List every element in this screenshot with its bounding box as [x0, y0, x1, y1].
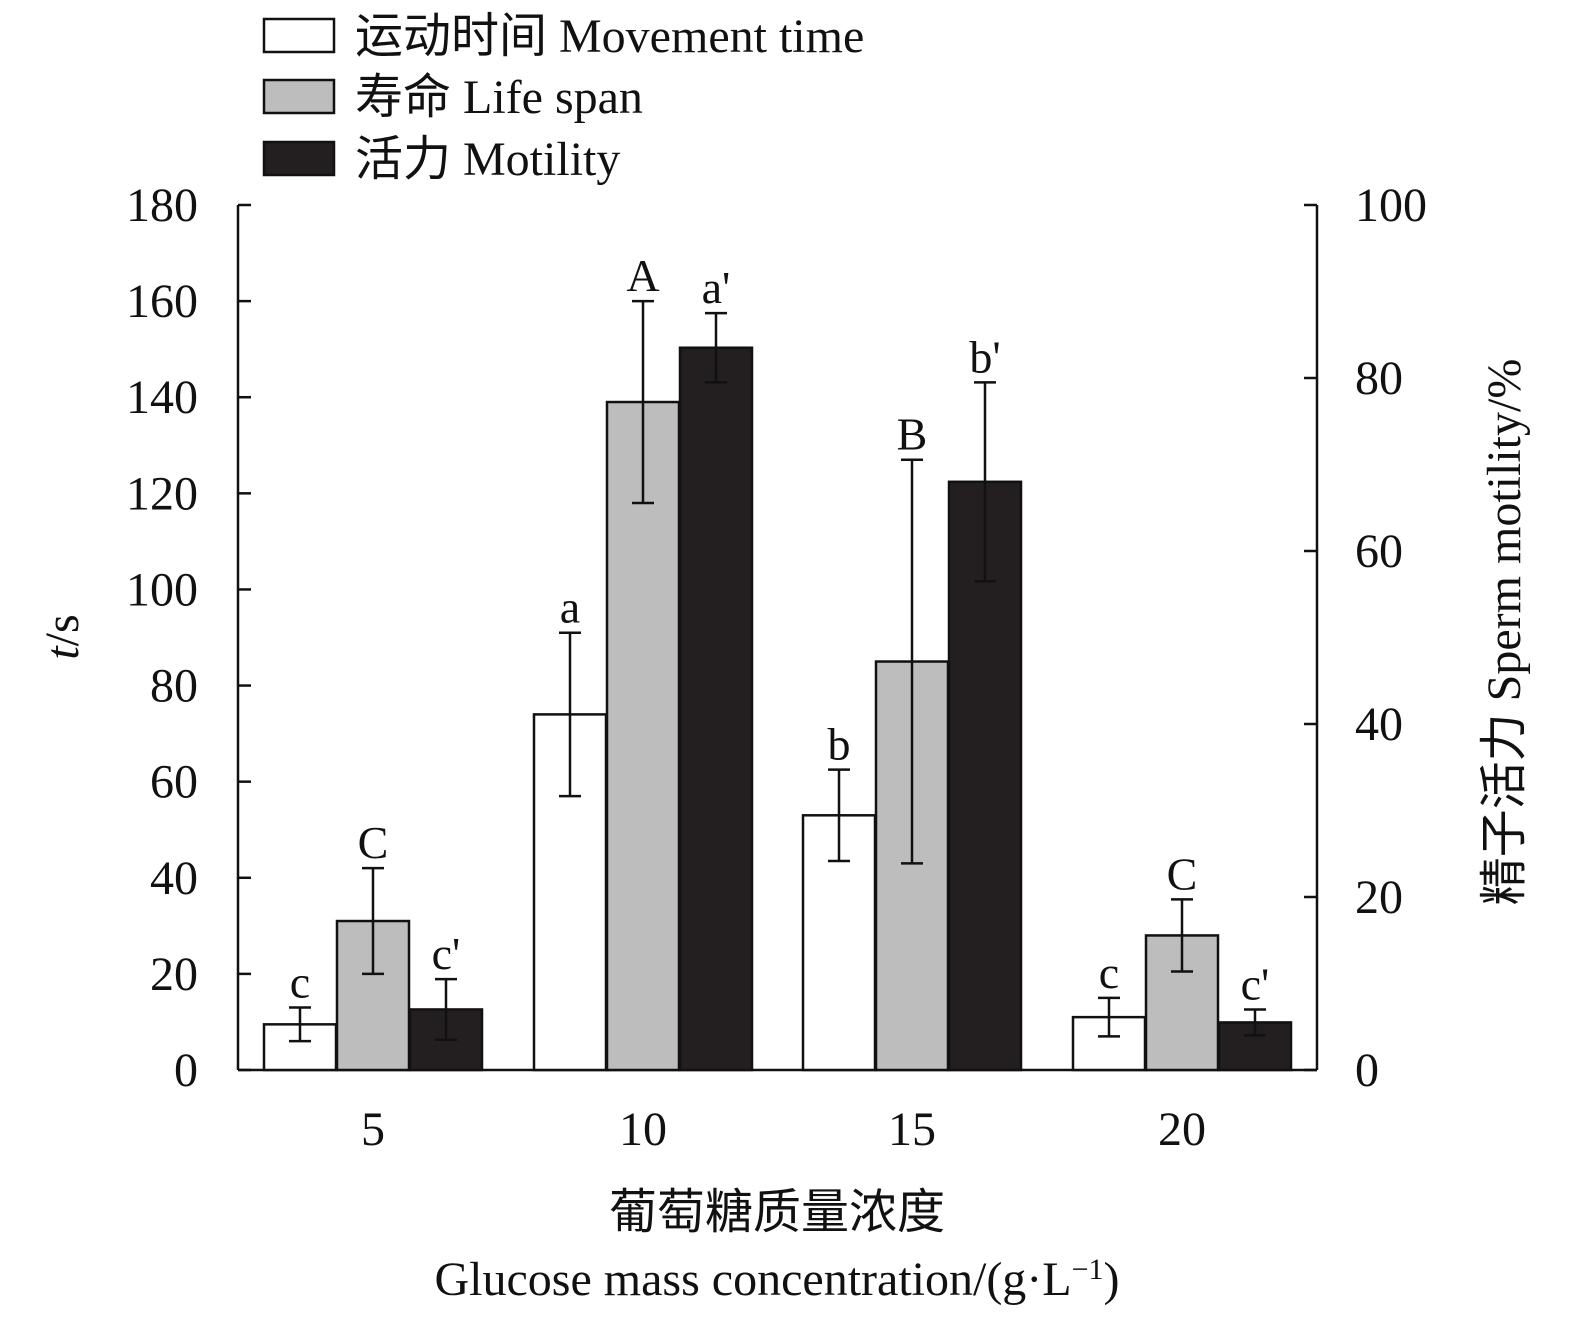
left-y-tick-label: 60 — [150, 756, 198, 809]
legend-label: 寿命 Life span — [355, 71, 643, 124]
significance-label: C — [1167, 848, 1198, 899]
significance-label: b — [828, 719, 851, 770]
y-axis-left-title: t/s — [36, 614, 89, 659]
legend: 运动时间 Movement time 寿命 Life span 活力 Motilit… — [262, 10, 864, 186]
significance-label: B — [897, 409, 928, 460]
right-y-ticks: 0 20 40 60 80 100 — [1304, 179, 1427, 1097]
left-y-tick-label: 140 — [126, 371, 198, 424]
bars: cCc'aA a'bBb'cCc' — [262, 250, 1293, 1072]
significance-label: c' — [432, 928, 461, 979]
bar — [678, 346, 754, 1072]
right-y-tick-label: 0 — [1355, 1044, 1379, 1097]
x-tick-label: 20 — [1158, 1103, 1206, 1156]
significance-label: c' — [1241, 958, 1270, 1009]
left-y-tick-label: 40 — [150, 852, 198, 905]
x-tick-label: 5 — [361, 1103, 385, 1156]
right-y-tick-label: 80 — [1355, 352, 1403, 405]
significance-label: a' — [702, 262, 731, 313]
left-y-tick-label: 160 — [126, 275, 198, 328]
right-y-tick-label: 40 — [1355, 698, 1403, 751]
y-axis-right-title: 精子活力 Sperm motility/% — [1478, 359, 1531, 906]
left-y-tick-label: 20 — [150, 948, 198, 1001]
significance-label: a — [560, 582, 580, 633]
legend-label: 运动时间 Movement time — [355, 10, 864, 63]
right-y-tick-label: 100 — [1355, 179, 1427, 232]
left-y-tick-label: 120 — [126, 467, 198, 520]
significance-label: b' — [969, 331, 1000, 382]
left-y-ticks: 0 20 40 60 80 100 120 140 160 180 — [126, 179, 251, 1097]
x-axis-title-cn: 葡萄糖质量浓度 — [609, 1186, 945, 1239]
legend-label: 活力 Motility — [355, 133, 620, 186]
left-y-tick-label: 80 — [150, 660, 198, 713]
x-tick-label: 15 — [888, 1103, 936, 1156]
significance-label: c — [1099, 947, 1119, 998]
x-tick-labels: 5 10 15 20 — [361, 1103, 1206, 1156]
left-y-tick-label: 0 — [174, 1044, 198, 1097]
legend-swatch — [262, 78, 336, 115]
significance-label: C — [358, 817, 389, 868]
x-axis-title-en: Glucose mass concentration/(g·L−1) — [434, 1253, 1119, 1306]
right-y-tick-label: 20 — [1355, 871, 1403, 924]
significance-label: c — [290, 957, 310, 1008]
right-y-tick-label: 60 — [1355, 525, 1403, 578]
legend-swatch — [262, 17, 336, 54]
legend-swatch — [262, 140, 336, 177]
left-y-tick-label: 180 — [126, 179, 198, 232]
left-y-tick-label: 100 — [126, 563, 198, 616]
significance-label: A — [626, 250, 659, 301]
x-tick-label: 10 — [619, 1103, 667, 1156]
